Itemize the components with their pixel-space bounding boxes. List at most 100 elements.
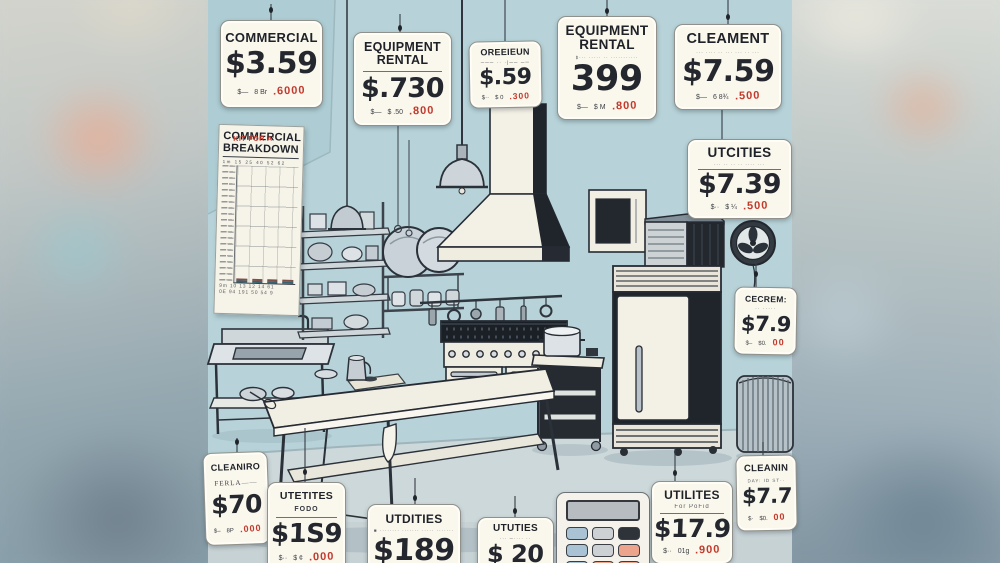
fine-red: 00 (773, 511, 787, 522)
tag-divider (275, 516, 338, 518)
fine-mid: $ .50 (387, 109, 404, 117)
fine-left: $·· (481, 95, 490, 102)
tag-price: $1S9 (270, 519, 343, 550)
fine-red: 00 (772, 337, 785, 348)
tag-fineprint: $— $ .50 .800 (370, 105, 435, 118)
tag-title-2: RENTAL (579, 37, 635, 53)
corrugated-bin (736, 375, 794, 453)
tag-price: $189 (372, 532, 456, 563)
tag-subtitle: FODO (294, 505, 319, 513)
tag-price: $ 20 (486, 540, 545, 563)
tag-title: CLEANIRO (210, 461, 261, 474)
fine-mid: 01g (677, 547, 690, 555)
fine-left: $·· (663, 547, 672, 555)
tag-title: CLEANIN (743, 462, 789, 475)
fine-red: .6000 (272, 84, 306, 98)
fine-red: .000 (239, 522, 262, 534)
fine-mid: $ ¼ (725, 203, 737, 211)
tag-fineprint: $·· 01g .900 (663, 543, 722, 557)
fine-mid: 8P (226, 527, 234, 534)
fine-left: $– (213, 528, 221, 535)
tag-title: EQUIPMENT (565, 23, 649, 39)
breakdown-poster: COMMERCIAL KIT FOR A' BREAKDOWN 1m 15 25… (213, 123, 305, 317)
calculator-key (592, 544, 614, 557)
tag-divider (363, 70, 442, 72)
tag-subtitle: ■ ········ ······· ····· ······· (373, 528, 455, 534)
tag-fineprint: $·· $ ¼ .500 (711, 199, 769, 213)
price-tag-equipment-rental-1: EQUIPMENT RENTAL $.730 $— $ .50 .800 (353, 32, 452, 126)
fine-red: .500 (742, 199, 769, 213)
calculator-key (566, 527, 588, 540)
fine-mid: $0. (759, 515, 768, 522)
price-tag-cleaniro: CLEANIRO FERLA—— $70 $– 8P .000 (202, 450, 271, 547)
tag-subtitle: DAY: ID ST·· (747, 477, 786, 484)
tag-title: CLEAMENT (686, 31, 770, 48)
tag-fineprint: $— $ M .800 (577, 99, 638, 113)
price-tag-cleaning: CLEANIN DAY: ID ST·· $7.7 $· $0. 00 (735, 454, 798, 532)
fine-red: .300 (509, 90, 531, 102)
calculator-key (618, 544, 640, 557)
fine-mid: $ M (593, 103, 606, 111)
fine-red: .000 (308, 550, 335, 563)
price-tag-utetites: UTETITES FODO $1S9 $·· $ ¢ .000 (267, 482, 346, 563)
tag-fineprint: $· $0. 00 (748, 511, 786, 522)
tag-title: UTDITIES (385, 511, 443, 526)
range-hood (436, 103, 571, 262)
fine-mid: 8 Br (254, 88, 268, 96)
tag-subtitle: ··· ─···· ·· (499, 536, 532, 542)
tag-fineprint: $·· $ 0 .300 (482, 90, 530, 101)
calculator-key (566, 544, 588, 557)
tag-price: $70 (211, 489, 263, 521)
fine-left: $— (577, 103, 588, 111)
blurred-left-band (0, 0, 208, 563)
fine-red: .500 (734, 89, 761, 103)
price-tag-utilities-right: UTCITIES ··· ·· ·· ·· ···· ··· $7.39 $··… (687, 139, 792, 219)
price-tag-utilites: UTILITES For PoFid $17.9 $·· 01g .900 (651, 481, 733, 563)
fine-mid: 6 8¾ (712, 93, 729, 101)
tag-fineprint: $— 6 8¾ .500 (696, 89, 761, 103)
fine-left: $— (696, 93, 707, 101)
tag-subtitle: FERLA—— (214, 478, 258, 488)
price-tag-ututies: UTUTIES ··· ─···· ·· $ 20 (477, 517, 554, 563)
price-tag-commercial: COMMERCIAL $3.59 $— 8 Br .6000 (220, 20, 323, 108)
fine-left: $— (237, 88, 249, 96)
tag-title-2: RENTAL (376, 53, 429, 68)
price-tag-equipment-rental-2: EQUIPMENT RENTAL $··· ····· ·· ·········… (557, 16, 657, 120)
tag-price: $.730 (360, 72, 445, 104)
poster-title-line2: BREAKDOWN (222, 142, 299, 157)
tag-price: $7.59 (681, 54, 775, 90)
tag-price: $7.39 (697, 169, 782, 201)
fine-left: $·· (278, 554, 288, 562)
blurred-right-band (792, 0, 1000, 563)
price-tag-cleament: CLEAMENT ··· ···· ·· ··· ··· ·· ··· $7.5… (674, 24, 782, 110)
calculator-key (592, 527, 614, 540)
tag-fineprint: $– $0. 00 (745, 337, 785, 348)
fine-left: $— (370, 109, 382, 117)
pendant-lamp (328, 0, 488, 237)
chart-bar (251, 279, 263, 284)
chart-bar (282, 279, 293, 285)
poster-chart-plot (233, 165, 299, 286)
price-tag-oreeieun: OREEIEUN ─── ·· ·|── ── $.59 $·· $ 0 .30… (468, 40, 543, 109)
tag-title: COMMERCIAL (225, 30, 318, 46)
tag-price: $7.9 (739, 311, 792, 337)
ac-unit (644, 210, 725, 268)
poster-footer-line2: 0E 94 191 50 54 9 (218, 289, 274, 297)
chart-bar (236, 278, 248, 283)
tag-title: EQUIPMENT (363, 39, 441, 54)
tag-title: UTILITES (664, 488, 720, 502)
fine-red: .800 (611, 99, 638, 113)
prep-table (249, 355, 560, 557)
fine-left: $– (745, 340, 753, 348)
fine-left: $· (748, 515, 754, 523)
tag-price: 399 (570, 59, 644, 100)
tag-fineprint: $— 8 Br .6000 (237, 84, 306, 98)
fine-red: .900 (695, 543, 722, 557)
poster-chart (219, 165, 299, 286)
tag-title: CECREM: (744, 293, 787, 305)
tag-subtitle: For PoFid (674, 504, 710, 511)
tag-subtitle: ··· ···· ·· ··· ··· ·· ··· (696, 50, 760, 56)
tag-price: $3.59 (224, 46, 319, 82)
wall-oven (588, 189, 647, 253)
tag-title: UTETITES (279, 490, 334, 503)
